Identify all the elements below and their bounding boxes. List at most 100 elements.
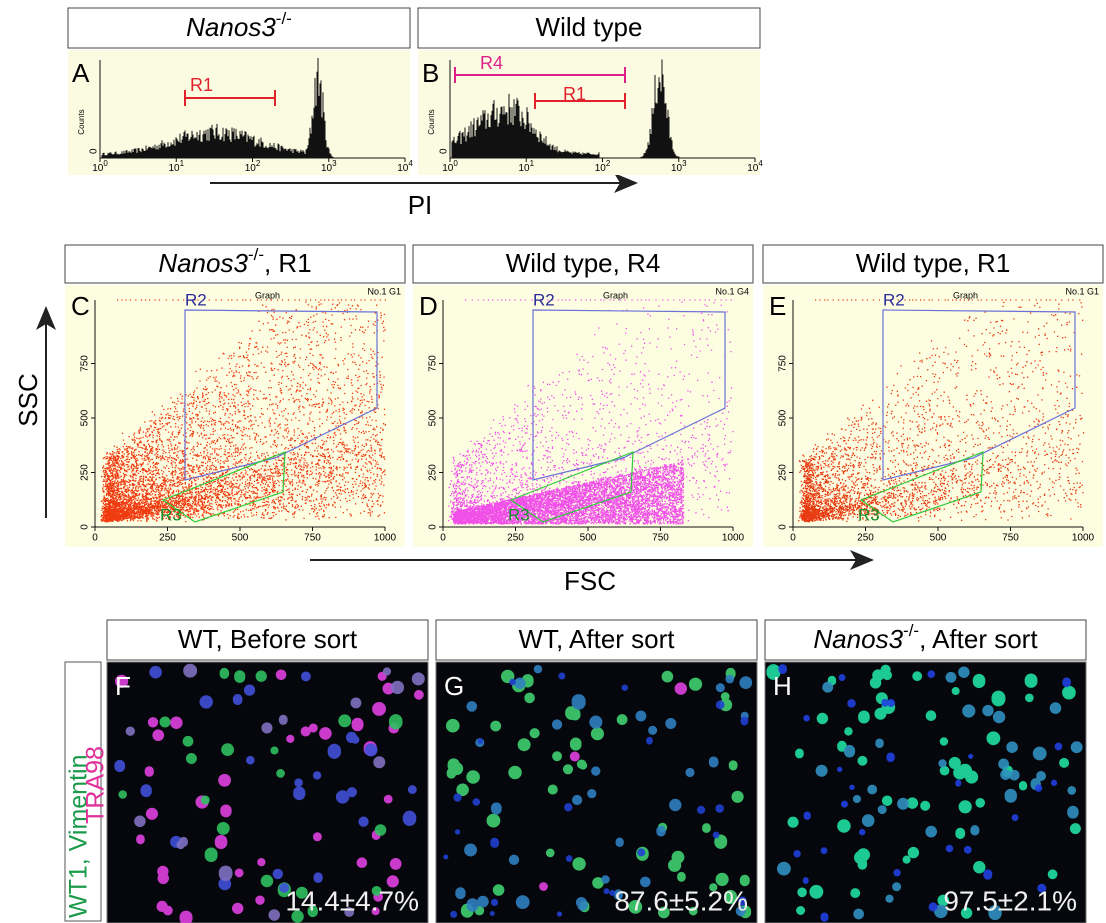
gate-r3 xyxy=(509,451,634,523)
graph-label: Graph xyxy=(953,290,978,300)
histogram xyxy=(101,58,334,158)
y-tick-label: 0 xyxy=(778,524,789,530)
tick-exp: 4 xyxy=(408,159,413,168)
y-tick-label: 0 xyxy=(89,148,100,154)
x-tick-label: 100 xyxy=(92,159,108,174)
gene-name: Nanos3 xyxy=(813,624,903,654)
scatter-dots xyxy=(448,299,734,525)
panel-letter: F xyxy=(115,671,131,701)
gene-name: Nanos3 xyxy=(158,248,248,278)
tick-exp: 2 xyxy=(256,159,261,168)
x-tick-label: 500 xyxy=(930,533,947,544)
cells xyxy=(125,663,425,921)
x-tick-label: 750 xyxy=(652,533,669,544)
gate-id: No.1 G1 xyxy=(1065,286,1099,296)
gate-r2 xyxy=(532,309,726,481)
y-tick-label: 250 xyxy=(80,464,91,481)
tick-base: 10 xyxy=(671,163,683,174)
stain-label: TRA98 xyxy=(82,746,110,824)
x-tick-label: 102 xyxy=(595,159,611,174)
cells xyxy=(455,664,753,917)
x-tick-label: 750 xyxy=(304,533,321,544)
panel-header: WT, After sort xyxy=(518,624,675,654)
ssc-label: SSC xyxy=(13,373,43,426)
gate xyxy=(454,67,626,83)
gate-label: R1 xyxy=(190,75,213,95)
gate-id: No.1 G4 xyxy=(715,286,749,296)
gate-label: R1 xyxy=(563,84,586,104)
gate-r2 xyxy=(184,309,378,481)
micrograph xyxy=(764,661,1087,923)
gate-label: R3 xyxy=(508,505,530,524)
percentage: 87.6±5.2% xyxy=(614,885,748,916)
stain-label-box xyxy=(64,661,102,922)
gate-r3 xyxy=(161,451,286,523)
gate xyxy=(184,90,276,106)
panel-header-box xyxy=(762,244,1104,284)
tick-exp: 1 xyxy=(530,159,535,168)
x-tick-label: 103 xyxy=(671,159,687,174)
tick-exp: 2 xyxy=(606,159,611,168)
gene-name: Nanos3 xyxy=(186,12,276,42)
tick-base: 10 xyxy=(321,163,333,174)
gate-label: R3 xyxy=(160,505,182,524)
tick-base: 10 xyxy=(168,163,180,174)
x-tick-label: 250 xyxy=(159,533,176,544)
y-tick-label: 500 xyxy=(428,409,439,426)
tick-base: 10 xyxy=(518,163,530,174)
x-tick-label: 1000 xyxy=(374,533,397,544)
y-tick-label: 0 xyxy=(439,148,450,154)
panel-letter: C xyxy=(71,291,90,321)
tick-base: 10 xyxy=(397,163,409,174)
header-rest: , After sort xyxy=(919,624,1038,654)
panel-header: Wild type xyxy=(536,12,643,42)
x-tick-label: 1000 xyxy=(722,533,745,544)
panel-header: Nanos3-/- xyxy=(186,9,292,41)
scatter-dots xyxy=(100,299,386,523)
tick-base: 10 xyxy=(442,163,454,174)
panel-header: Wild type, R1 xyxy=(856,248,1011,278)
x-tick-label: 102 xyxy=(245,159,261,174)
panel-header-box xyxy=(412,244,754,284)
x-tick-label: 500 xyxy=(232,533,249,544)
x-tick-label: 250 xyxy=(507,533,524,544)
y-tick-label: 500 xyxy=(80,409,91,426)
panel-header-box xyxy=(67,7,411,49)
graph-label: Graph xyxy=(603,290,628,300)
gate-id: No.1 G1 xyxy=(367,286,401,296)
panel-letter: H xyxy=(773,671,792,701)
panel-header-box xyxy=(106,619,429,661)
histogram xyxy=(451,59,680,158)
header-rest: , R1 xyxy=(264,248,312,278)
x-tick-label: 1000 xyxy=(1072,533,1095,544)
gate-label: R3 xyxy=(858,505,880,524)
x-tick-label: 500 xyxy=(580,533,597,544)
genotype: -/- xyxy=(248,245,264,264)
panel-header: Wild type, R4 xyxy=(506,248,661,278)
percentage: 97.5±2.1% xyxy=(943,885,1077,916)
x-tick-label: 250 xyxy=(857,533,874,544)
cells xyxy=(766,664,1081,919)
tick-exp: 0 xyxy=(103,159,108,168)
genotype: -/- xyxy=(903,621,919,640)
scatter-plot xyxy=(413,285,753,547)
gate-r2 xyxy=(882,309,1076,481)
y-tick-label: 750 xyxy=(778,355,789,372)
tick-base: 10 xyxy=(92,163,104,174)
panel-letter: A xyxy=(72,58,90,88)
gate xyxy=(534,93,626,109)
y-tick-label: 500 xyxy=(778,409,789,426)
y-tick-label: 0 xyxy=(80,524,91,530)
tick-exp: 3 xyxy=(332,159,337,168)
x-tick-label: 100 xyxy=(442,159,458,174)
panel-letter: E xyxy=(769,291,786,321)
panel-letter: G xyxy=(444,671,464,701)
tick-base: 10 xyxy=(595,163,607,174)
panel-header-box xyxy=(435,619,758,661)
y-tick-label: 750 xyxy=(80,355,91,372)
panel-header: Nanos3-/-, After sort xyxy=(813,621,1038,653)
y-tick-label: 0 xyxy=(428,524,439,530)
y-tick-label: 250 xyxy=(778,464,789,481)
x-tick-label: 104 xyxy=(747,159,763,174)
